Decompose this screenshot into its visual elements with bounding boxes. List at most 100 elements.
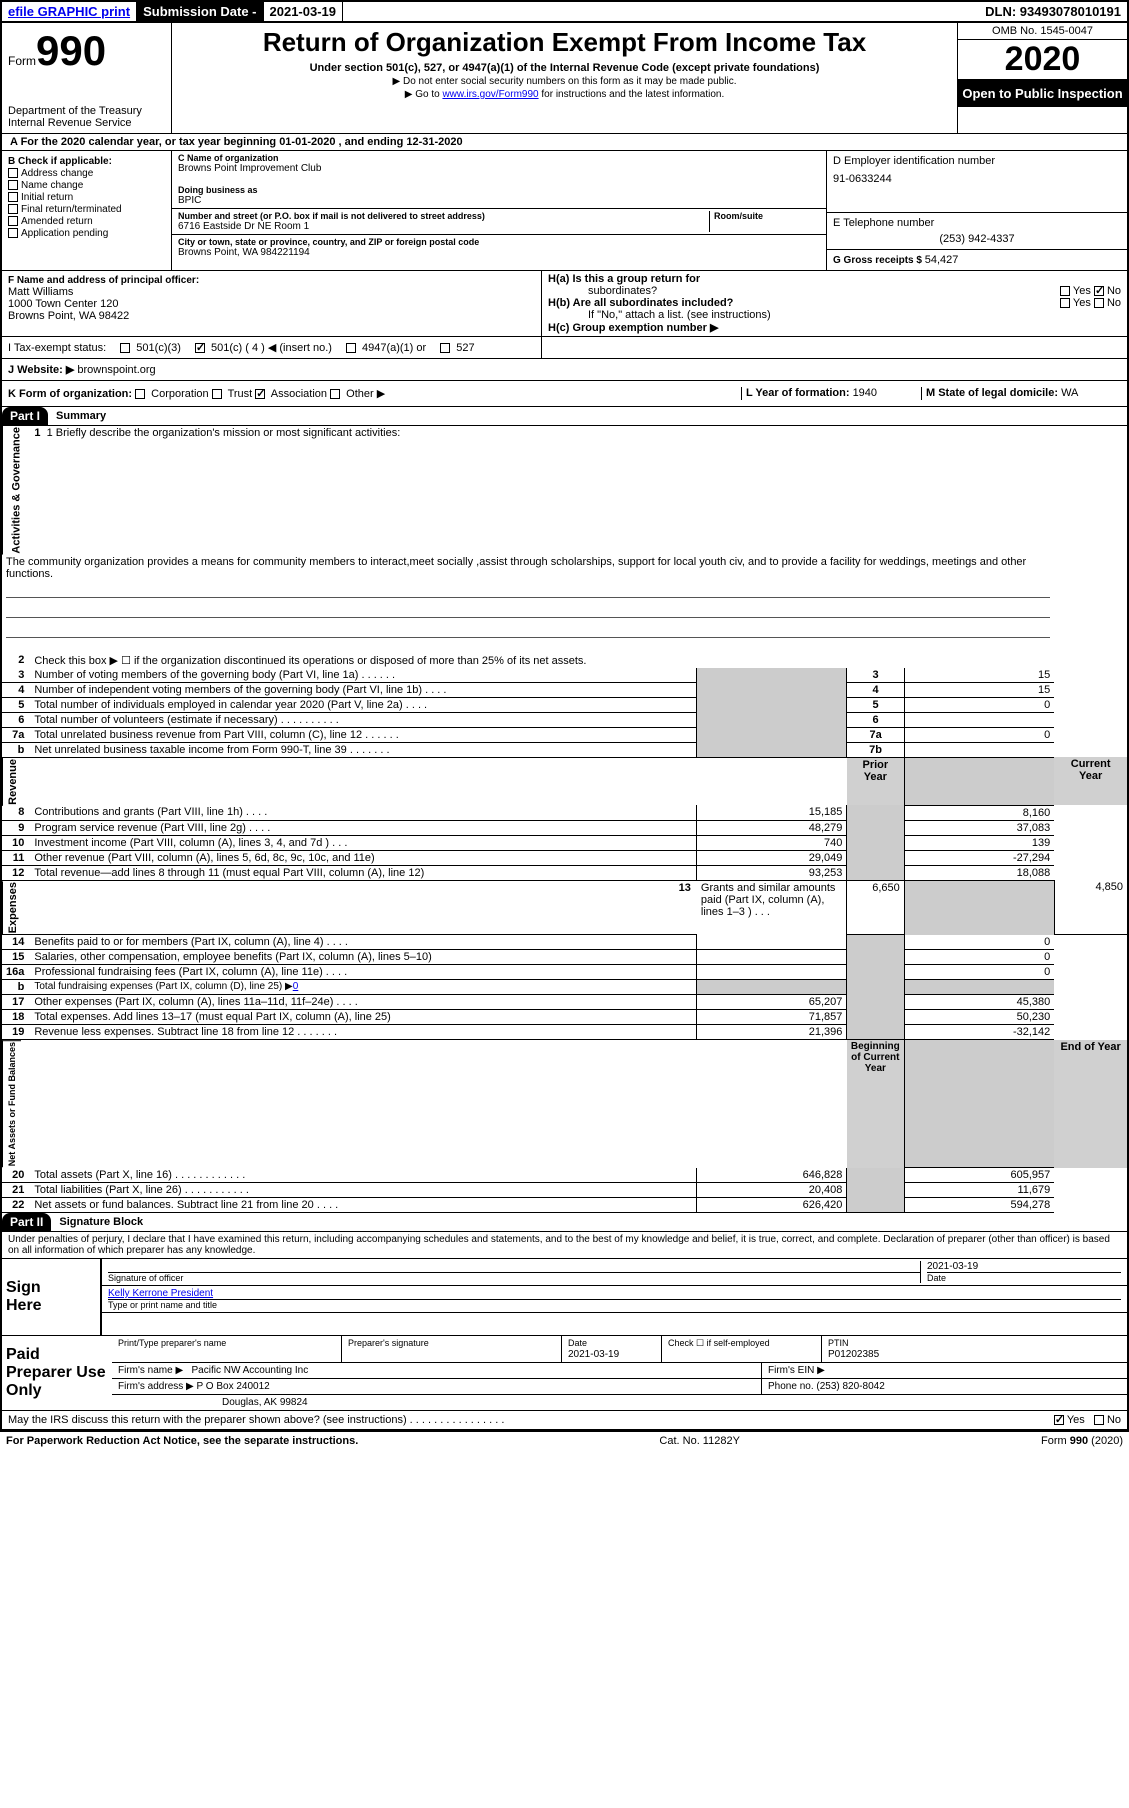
- opt-4947[interactable]: 4947(a)(1) or: [346, 342, 426, 354]
- exp-label: Expenses: [2, 881, 23, 934]
- form-word: Form: [8, 54, 36, 68]
- discuss-yesno[interactable]: Yes No: [1054, 1414, 1121, 1426]
- section-l: L Year of formation: 1940: [741, 387, 921, 400]
- org-name-row: C Name of organization Browns Point Impr…: [172, 151, 826, 209]
- preparer-content: Print/Type preparer's name Preparer's si…: [112, 1336, 1127, 1410]
- submission-date-label: Submission Date -: [137, 2, 263, 21]
- tax-year: 2020: [958, 40, 1127, 80]
- section-h: H(a) Is this a group return for subordin…: [542, 271, 1127, 336]
- exp-row-18: 18Total expenses. Add lines 13–17 (must …: [2, 1010, 1127, 1025]
- part1-header-row: Part I Summary: [2, 407, 1127, 426]
- section-c: C Name of organization Browns Point Impr…: [172, 151, 827, 270]
- opt-amended-return[interactable]: Amended return: [8, 216, 165, 227]
- opt-application-pending[interactable]: Application pending: [8, 228, 165, 239]
- efile-link[interactable]: efile GRAPHIC print: [2, 2, 137, 21]
- opt-trust[interactable]: Trust: [212, 388, 253, 400]
- prep-name-label: Print/Type preparer's name: [118, 1338, 226, 1348]
- part2-header-row: Part II Signature Block: [2, 1213, 1127, 1232]
- ptin-value: P01202385: [828, 1349, 879, 1360]
- opt-501c[interactable]: 501(c) ( 4 ) ◀ (insert no.): [195, 341, 332, 354]
- gov-label: Activities & Governance: [2, 426, 30, 555]
- part1-badge: Part I: [2, 407, 48, 425]
- h-a: H(a) Is this a group return for: [548, 273, 1121, 285]
- opt-other[interactable]: Other ▶: [330, 388, 385, 400]
- sig-name-label: Type or print name and title: [108, 1299, 1121, 1310]
- line-2-desc: Check this box ▶ ☐ if the organization d…: [30, 653, 1054, 668]
- h-b-yesno[interactable]: Yes No: [1060, 297, 1121, 309]
- exp-row-16b: bTotal fundraising expenses (Part IX, co…: [2, 980, 1127, 995]
- footer-mid: Cat. No. 11282Y: [659, 1435, 740, 1447]
- opt-final-return[interactable]: Final return/terminated: [8, 204, 165, 215]
- rev-row-9: 9Program service revenue (Part VIII, lin…: [2, 820, 1127, 835]
- tax-status-label: I Tax-exempt status:: [8, 342, 106, 354]
- irs-link[interactable]: www.irs.gov/Form990: [442, 89, 538, 100]
- mission-label: 1 1 Briefly describe the organization's …: [30, 426, 1127, 555]
- part2-title: Signature Block: [51, 1214, 151, 1230]
- opt-initial-return[interactable]: Initial return: [8, 192, 165, 203]
- section-f: F Name and address of principal officer:…: [2, 271, 542, 336]
- net-row-22: 22Net assets or fund balances. Subtract …: [2, 1198, 1127, 1213]
- opt-address-change[interactable]: Address change: [8, 168, 165, 179]
- section-k: K Form of organization: Corporation Trus…: [8, 387, 741, 400]
- room-label: Room/suite: [714, 211, 820, 221]
- preparer-section: Paid Preparer Use Only Print/Type prepar…: [2, 1335, 1127, 1410]
- footer-right: Form 990 (2020): [1041, 1435, 1123, 1447]
- line-a: A For the 2020 calendar year, or tax yea…: [2, 134, 1127, 151]
- city-label: City or town, state or province, country…: [178, 237, 820, 247]
- gross-receipts: G Gross receipts $ 54,427: [827, 250, 1127, 270]
- public-inspection: Open to Public Inspection: [958, 80, 1127, 107]
- rev-label: Revenue: [2, 758, 23, 806]
- footer-left: For Paperwork Reduction Act Notice, see …: [6, 1435, 358, 1447]
- form-page: efile GRAPHIC print Submission Date - 20…: [0, 0, 1129, 1431]
- part2-badge: Part II: [2, 1213, 51, 1231]
- exp-row-16a: 16aProfessional fundraising fees (Part I…: [2, 965, 1127, 980]
- form-num: 990: [36, 27, 106, 74]
- ptin-label: PTIN: [828, 1338, 849, 1348]
- section-klm: K Form of organization: Corporation Trus…: [2, 381, 1127, 407]
- sig-officer-label: Signature of officer: [108, 1272, 920, 1283]
- org-name-label: C Name of organization: [178, 153, 820, 163]
- line-2-num: 2: [2, 653, 30, 668]
- rev-row-11: 11Other revenue (Part VIII, column (A), …: [2, 850, 1127, 865]
- header-mid: Return of Organization Exempt From Incom…: [172, 23, 957, 133]
- subtitle-1: Under section 501(c), 527, or 4947(a)(1)…: [182, 62, 947, 74]
- net-row-21: 21Total liabilities (Part X, line 26) . …: [2, 1183, 1127, 1198]
- sig-name: Kelly Kerrone President: [108, 1288, 213, 1299]
- officer-addr2: Browns Point, WA 98422: [8, 310, 535, 322]
- section-j: J Website: ▶ brownspoint.org: [2, 358, 1127, 381]
- opt-name-change[interactable]: Name change: [8, 180, 165, 191]
- prep-self-label[interactable]: Check ☐ if self-employed: [668, 1338, 770, 1348]
- opt-527[interactable]: 527: [440, 342, 474, 354]
- sub3-pre: ▶ Go to: [405, 89, 443, 100]
- dba-label: Doing business as: [178, 185, 820, 195]
- opt-501c3[interactable]: 501(c)(3): [120, 342, 181, 354]
- website-value: brownspoint.org: [77, 364, 155, 376]
- form-title: Return of Organization Exempt From Incom…: [182, 27, 947, 58]
- section-b: B Check if applicable: Address change Na…: [2, 151, 172, 270]
- omb-number: OMB No. 1545-0047: [958, 23, 1127, 40]
- preparer-label: Paid Preparer Use Only: [2, 1336, 112, 1410]
- opt-assoc[interactable]: Association: [255, 388, 327, 400]
- rev-row-12: 12Total revenue—add lines 8 through 11 (…: [2, 865, 1127, 880]
- addr-value: 6716 Eastside Dr NE Room 1: [178, 221, 709, 232]
- opt-corp[interactable]: Corporation: [135, 388, 209, 400]
- dba-value: BPIC: [178, 195, 820, 206]
- city-row: City or town, state or province, country…: [172, 235, 826, 260]
- sig-date-label: Date: [927, 1272, 1121, 1283]
- phone-label: E Telephone number: [833, 217, 1121, 229]
- section-d: D Employer identification number 91-0633…: [827, 151, 1127, 270]
- section-bcd: B Check if applicable: Address change Na…: [2, 151, 1127, 270]
- gov-row-7a: 7aTotal unrelated business revenue from …: [2, 727, 1127, 742]
- firm-name: Pacific NW Accounting Inc: [192, 1365, 309, 1376]
- firm-addr1: P O Box 240012: [197, 1381, 270, 1392]
- section-m: M State of legal domicile: WA: [921, 387, 1121, 400]
- sign-here-label: Sign Here: [2, 1259, 82, 1335]
- exp-row-19: 19Revenue less expenses. Subtract line 1…: [2, 1025, 1127, 1040]
- header-right: OMB No. 1545-0047 2020 Open to Public In…: [957, 23, 1127, 133]
- gov-row-6: 6Total number of volunteers (estimate if…: [2, 712, 1127, 727]
- h-a-yesno[interactable]: Yes No: [1060, 285, 1121, 297]
- gov-row-4: 4Number of independent voting members of…: [2, 682, 1127, 697]
- end-year-hdr: End of Year: [1054, 1040, 1127, 1168]
- exp-row-17: 17Other expenses (Part IX, column (A), l…: [2, 995, 1127, 1010]
- prep-date: 2021-03-19: [568, 1349, 619, 1360]
